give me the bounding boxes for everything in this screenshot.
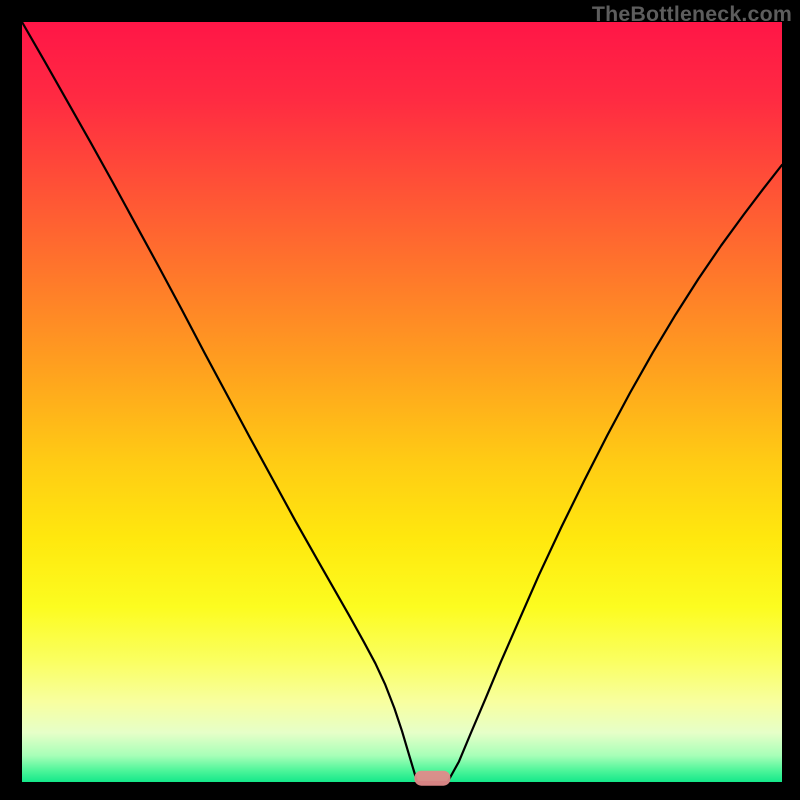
bottleneck-chart: [0, 0, 800, 800]
gradient-background: [22, 22, 782, 782]
minimum-marker: [414, 771, 450, 786]
watermark-text: TheBottleneck.com: [592, 2, 792, 27]
chart-container: TheBottleneck.com: [0, 0, 800, 800]
